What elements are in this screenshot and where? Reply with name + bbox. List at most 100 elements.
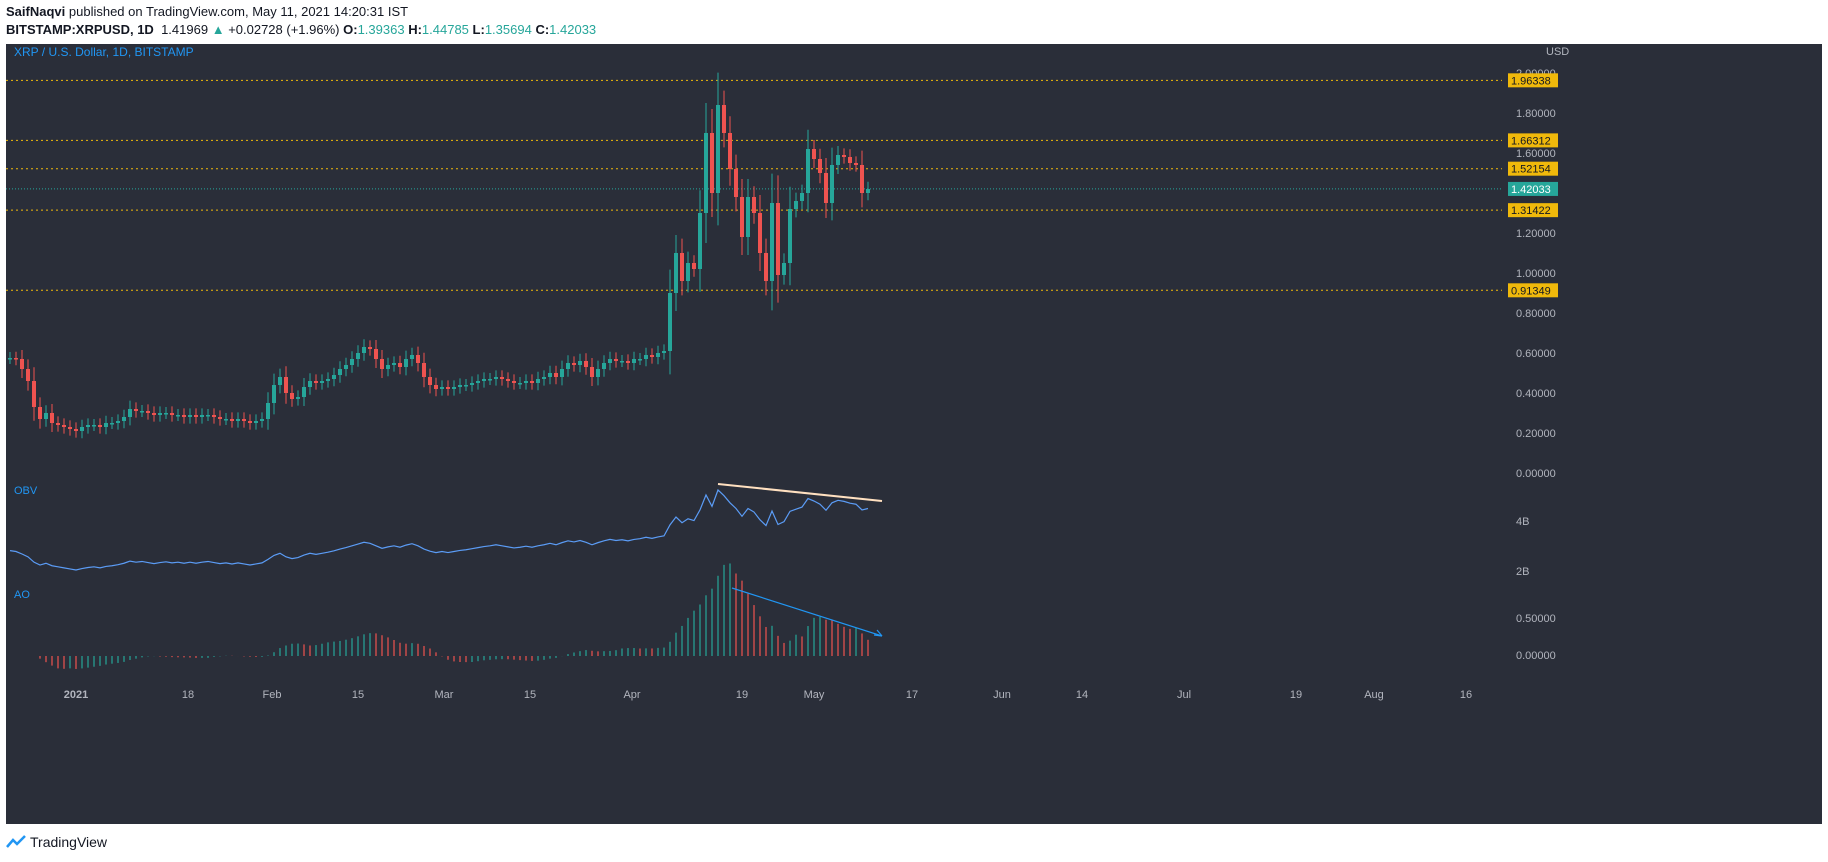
obv-line [9,488,869,571]
obv-tick-label: 2B [1516,566,1529,578]
level-tag-label: 1.31422 [1511,205,1551,217]
candle-body [722,105,726,133]
footer: TradingView [6,834,107,850]
candle-body [458,385,462,387]
candle-body [740,197,744,237]
candle-body [116,421,120,423]
candle-body [224,419,228,421]
price-chart[interactable]: XRP / U.S. Dollar, 1D, BITSTAMP USD 0.0000… [6,44,1822,824]
open-value: 1.39363 [357,22,405,37]
candle-body [422,363,426,377]
candle-body [512,381,516,383]
candle-body [542,377,546,379]
candle-body [638,359,642,361]
candle-body [170,413,174,415]
candle-body [206,415,210,417]
candle-body [626,361,630,363]
candle-body [764,253,768,281]
candle-body [20,359,24,369]
x-tick-label: 17 [906,689,918,701]
candle-body [836,155,840,165]
candle-body [344,365,348,369]
candle-body [644,355,648,359]
candle-body [350,359,354,365]
x-tick-label: 19 [736,689,748,701]
ao-trendline [731,587,883,637]
x-tick-label: Aug [1364,689,1384,701]
candle-body [656,353,660,357]
candle-body [158,413,162,415]
candle-body [182,415,186,417]
candle-body [860,165,864,193]
candle-body [788,209,792,263]
candle-body [752,197,756,213]
candle-body [536,379,540,383]
candle-body [254,421,258,423]
low-value: 1.35694 [484,22,532,37]
candle-body [452,387,456,389]
candle-body [242,419,246,421]
level-tag-label: 0.91349 [1511,285,1551,297]
candle-body [524,381,528,383]
open-label: O: [343,22,358,37]
candle-body [578,361,582,365]
candle-body [290,393,294,399]
x-tick-label: 18 [182,689,194,701]
x-tick-label: 15 [524,689,536,701]
x-tick-label: May [804,689,825,701]
high-value: 1.44785 [421,22,469,37]
candle-body [482,379,486,381]
candle-body [530,381,534,383]
candle-body [848,157,852,163]
x-tick-label: 14 [1076,689,1088,701]
close-value: 1.42033 [549,22,597,37]
candle-body [296,397,300,399]
candle-body [818,159,822,173]
candle-body [26,369,30,381]
candle-body [782,263,786,275]
candle-body [374,349,378,359]
candle-body [200,415,204,417]
candle-body [308,381,312,387]
candle-body [410,355,414,359]
candle-body [38,407,42,419]
candle-body [362,347,366,353]
candle-body [830,165,834,203]
candle-body [680,253,684,281]
x-tick-label: Apr [623,689,640,701]
candle-body [62,425,66,427]
ao-trend-arrow-icon [873,629,883,637]
chart-title: XRP / U.S. Dollar, 1D, BITSTAMP [14,45,194,59]
candle-body [152,413,156,415]
candle-body [698,213,702,269]
candle-body [164,413,168,415]
y-tick-label: 0.40000 [1516,388,1556,400]
candle-body [80,427,84,431]
candle-body [386,365,390,369]
ao-tick-label: 0.00000 [1516,650,1556,662]
current-price-label: 1.42033 [1511,184,1551,196]
y-tick-label: 1.80000 [1516,108,1556,120]
candle-body [278,377,282,385]
candle-body [98,425,102,427]
candle-body [272,385,276,403]
close-label: C: [535,22,550,37]
candle-body [14,358,18,360]
candle-body [608,359,612,363]
y-tick-label: 1.60000 [1516,148,1556,160]
brand-label[interactable]: TradingView [30,834,108,850]
candle-body [194,415,198,417]
level-tag-label: 1.96338 [1511,75,1551,87]
author-name[interactable]: SaifNaqvi [6,4,66,19]
candle-body [776,203,780,275]
x-tick-label: Jun [993,689,1011,701]
candle-body [584,361,588,367]
publish-info: SaifNaqvi published on TradingView.com, … [6,4,408,19]
candle-body [86,425,90,427]
last-price: 1.41969 [161,22,209,37]
level-tag [1508,203,1558,218]
obv-trendline [717,483,883,502]
level-tag [1508,161,1558,176]
candle-body [686,263,690,281]
candle-body [566,363,570,369]
